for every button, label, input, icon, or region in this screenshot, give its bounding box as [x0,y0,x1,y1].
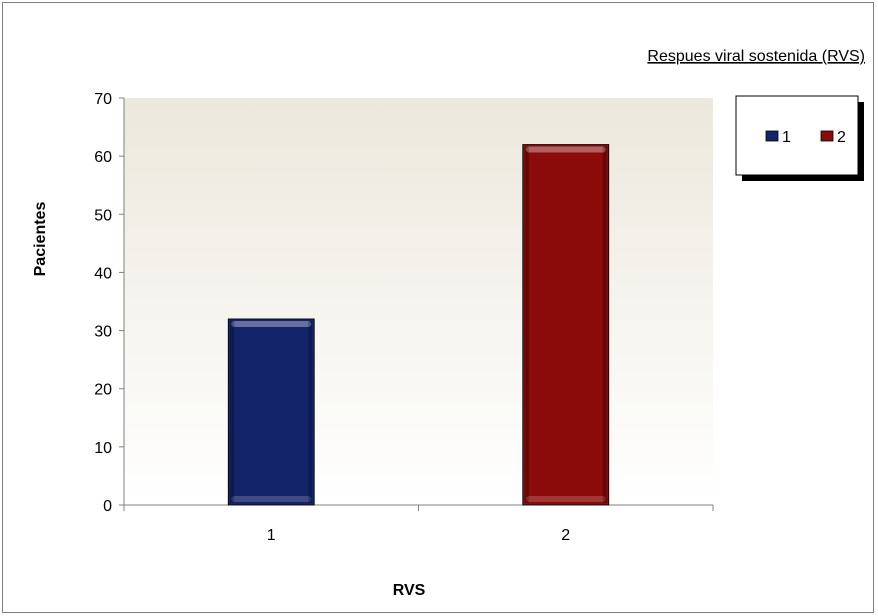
y-tick-label: 0 [103,498,112,515]
y-tick-label: 40 [94,265,112,282]
bar-highlight [525,146,606,153]
legend-swatch-1 [765,130,779,142]
bar-1 [227,318,315,506]
bar-left-shade [230,320,235,503]
bar-bottom-highlight [231,496,312,502]
y-tick-label: 30 [94,324,112,341]
bar-2 [522,144,610,506]
x-tick-label: 2 [561,527,570,544]
bar-left-shade [524,146,529,503]
plot-area [124,98,713,505]
y-tick-label: 70 [94,91,112,108]
legend-box [735,95,859,176]
y-tick-label: 10 [94,440,112,457]
x-axis-title: RVS [393,582,426,599]
chart-title: Respues viral sostenida (RVS) [647,48,865,65]
y-tick-label: 60 [94,149,112,166]
bar-bottom-highlight [525,496,606,502]
bar-right-shade [308,320,313,503]
bar-highlight [231,320,312,327]
y-tick-label: 20 [94,382,112,399]
legend-label-1: 1 [782,129,791,146]
y-axis-title: Pacientes [32,202,49,277]
legend-swatch-2 [820,130,834,142]
y-tick-label: 50 [94,207,112,224]
x-tick-label: 1 [267,527,276,544]
legend-label-2: 2 [837,129,846,146]
bar-right-shade [602,146,607,503]
